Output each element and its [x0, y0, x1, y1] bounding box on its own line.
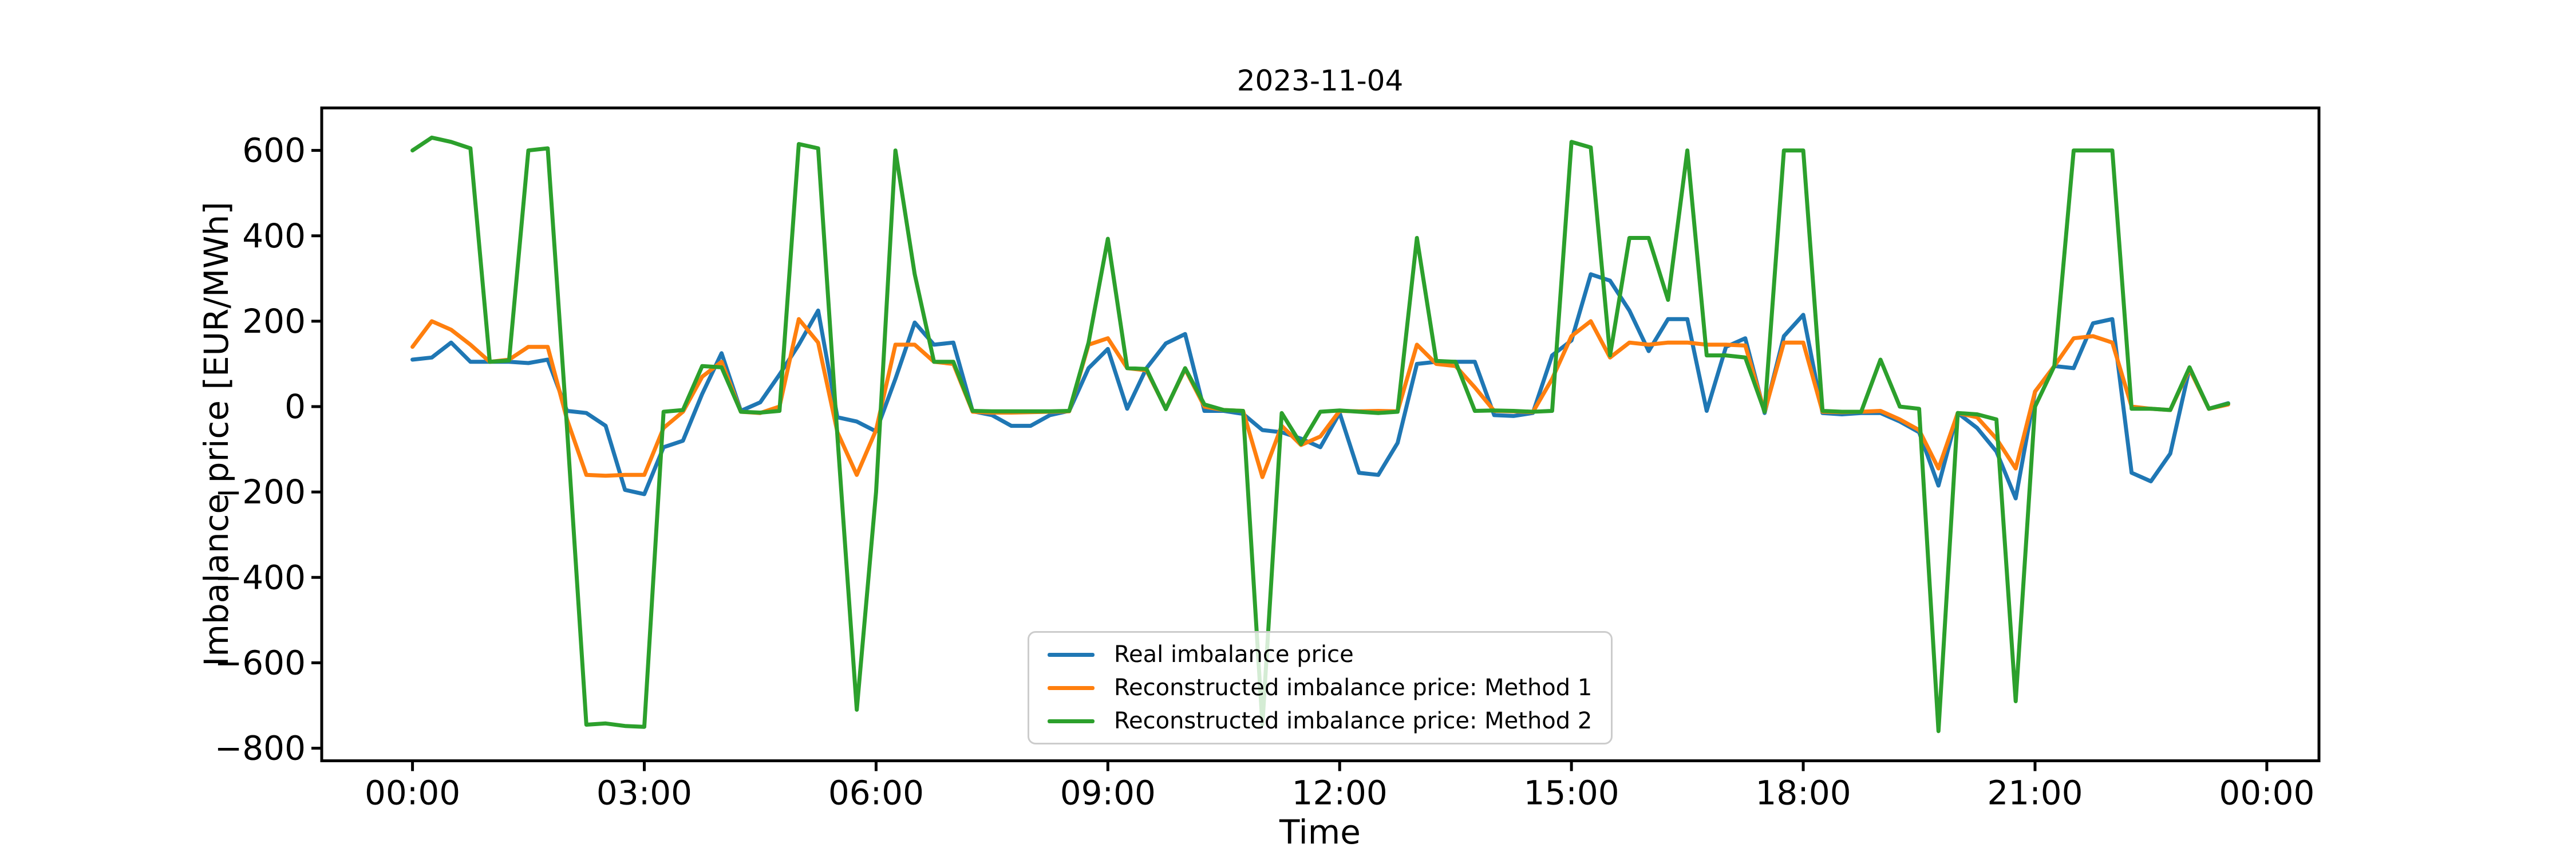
series-lines: [410, 135, 2230, 734]
legend-line-sample-real-imbalance-price: [1048, 652, 1095, 657]
y-tick-label: −200: [215, 472, 306, 511]
y-tick-label: 0: [285, 387, 306, 426]
legend-label: Reconstructed imbalance price: Method 1: [1114, 675, 1593, 701]
y-axis-label: Imbalance price [EUR/MWh]: [197, 202, 236, 667]
x-tick-label: 09:00: [1060, 774, 1156, 813]
tick-labels: 00:00 03:00 06:00 09:00 12:00 15:00 18:00 21:00…: [215, 131, 2315, 813]
legend-label: Real imbalance price: [1114, 641, 1354, 668]
legend-line-sample-reconstructed-method-1: [1048, 685, 1095, 690]
legend-label: Reconstructed imbalance price: Method 2: [1114, 708, 1593, 734]
chart-title: 2023-11-04: [1236, 64, 1404, 97]
axes-frame: [320, 107, 2321, 762]
y-tick-label: −600: [215, 643, 306, 682]
y-tick-label: −800: [215, 729, 306, 768]
y-tick-label: 400: [242, 216, 306, 255]
x-axis-label: Time: [1279, 813, 1361, 852]
legend-line-sample-reconstructed-method-2: [1048, 719, 1095, 723]
x-tick-label: 12:00: [1292, 774, 1388, 813]
x-tick-label: 00:00: [2219, 774, 2314, 813]
x-tick-label: 18:00: [1755, 774, 1851, 813]
series-line-reconstructed-imbalance-price-method-2: [410, 135, 2230, 734]
x-tick-label: 00:00: [365, 774, 460, 813]
legend-entry-reconstructed-method-1: Reconstructed imbalance price: Method 1: [1029, 673, 1611, 703]
axes-spines: [320, 107, 2321, 762]
x-tick-label: 15:00: [1524, 774, 1619, 813]
legend-entry-real-imbalance-price: Real imbalance price: [1029, 640, 1611, 669]
legend: Real imbalance price Reconstructed imbal…: [1028, 631, 1613, 744]
legend-entry-reconstructed-method-2: Reconstructed imbalance price: Method 2: [1029, 706, 1611, 736]
y-tick-label: 600: [242, 131, 306, 170]
x-tick-label: 21:00: [1987, 774, 2083, 813]
x-tick-label: 03:00: [596, 774, 692, 813]
axes-ticks: [311, 149, 2269, 771]
y-tick-label: 200: [242, 302, 306, 341]
x-tick-label: 06:00: [828, 774, 924, 813]
y-tick-label: −400: [215, 558, 306, 597]
